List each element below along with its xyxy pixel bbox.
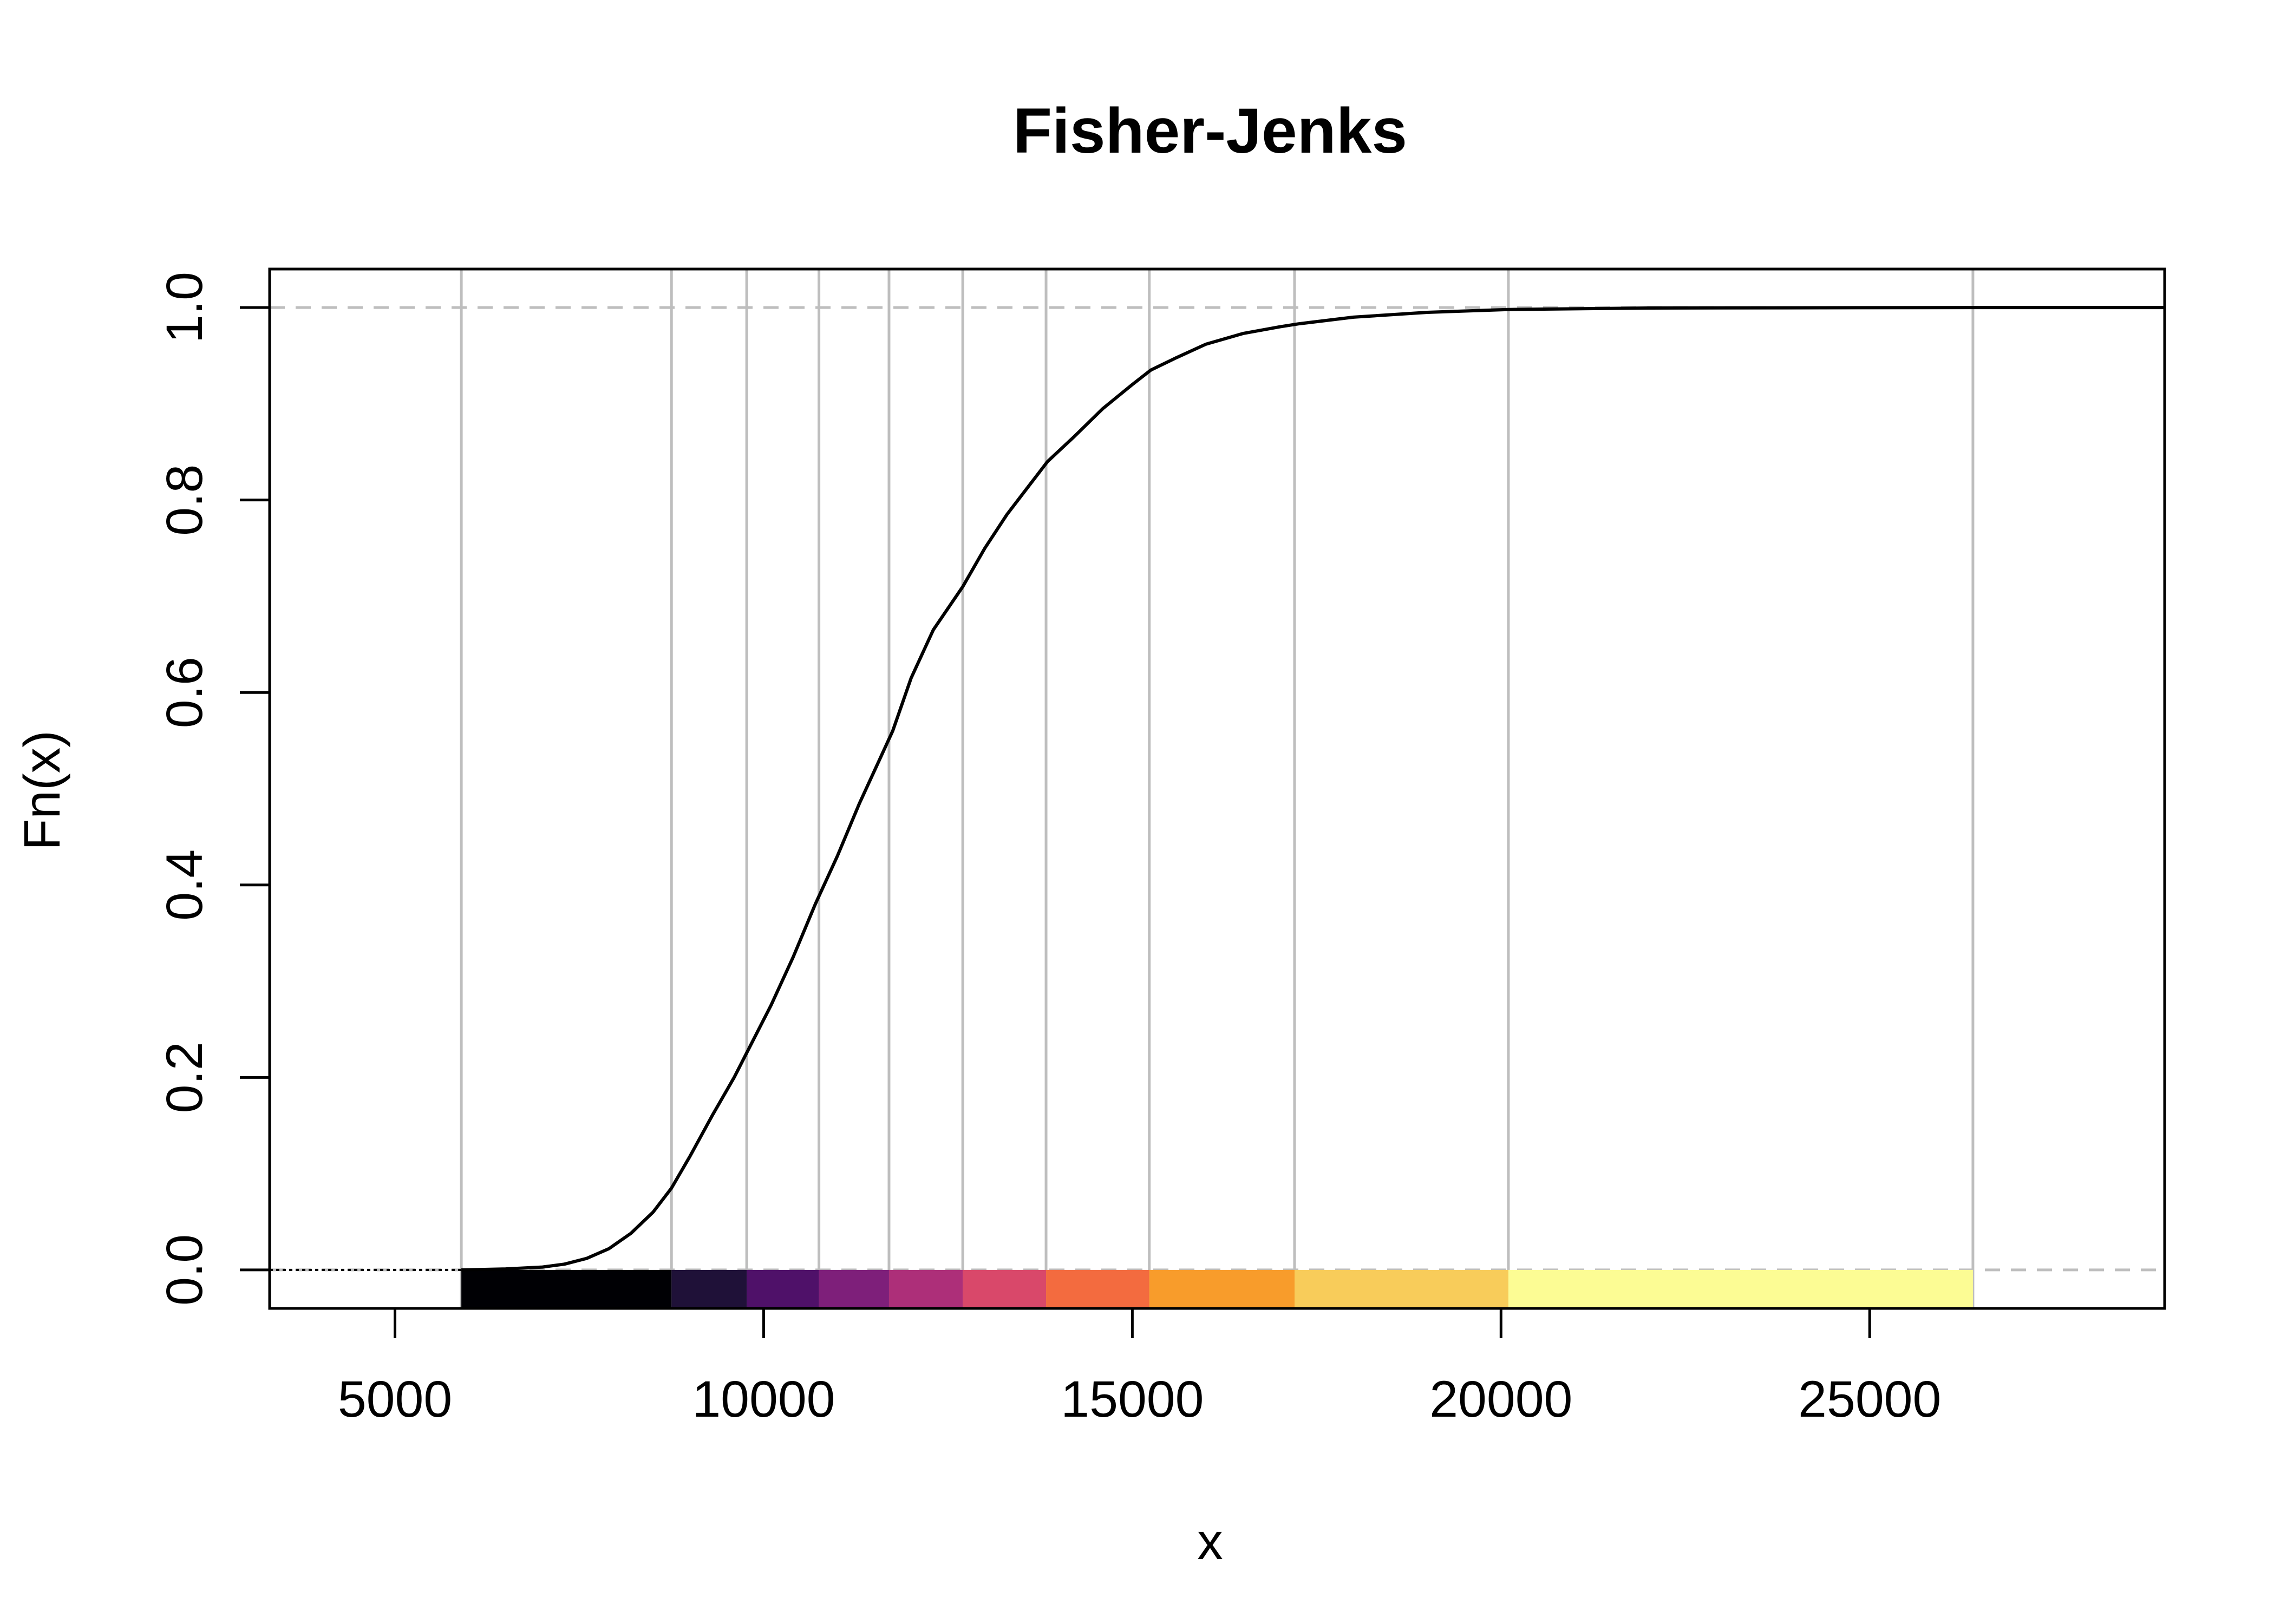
x-axis-label: x [1197, 1513, 1223, 1570]
y-axis-label: Fn(x) [14, 730, 71, 850]
y-tick-label: 1.0 [156, 272, 213, 343]
y-tick-label: 0.8 [156, 464, 213, 536]
y-tick-label: 0.0 [156, 1234, 213, 1306]
class-band [819, 1269, 889, 1307]
x-tick-label: 10000 [692, 1371, 835, 1428]
y-tick-label: 0.6 [156, 657, 213, 728]
class-band [747, 1269, 819, 1307]
class-band [888, 1269, 963, 1307]
x-tick-label: 25000 [1798, 1371, 1941, 1428]
axes: 5000 10000 15000 20000 25000 0.0 0.2 0.4 0.6 0.8 1… [156, 267, 2166, 1428]
y-tick-label: 0.4 [156, 849, 213, 921]
class-band [1046, 1269, 1149, 1307]
class-band [671, 1269, 747, 1307]
class-band [1149, 1269, 1295, 1307]
plot-area [270, 269, 2165, 1308]
class-band [963, 1269, 1047, 1307]
class-band [1294, 1269, 1508, 1307]
x-tick-label: 15000 [1061, 1371, 1204, 1428]
y-tick-label: 0.2 [156, 1042, 213, 1113]
chart-title: Fisher-Jenks [1013, 95, 1407, 167]
x-tick-label: 20000 [1429, 1371, 1572, 1428]
class-band [1508, 1269, 1973, 1307]
plot-frame [268, 267, 2166, 1310]
x-tick-label: 5000 [338, 1371, 452, 1428]
class-band [461, 1269, 672, 1307]
ecdf-line [461, 306, 2165, 1272]
